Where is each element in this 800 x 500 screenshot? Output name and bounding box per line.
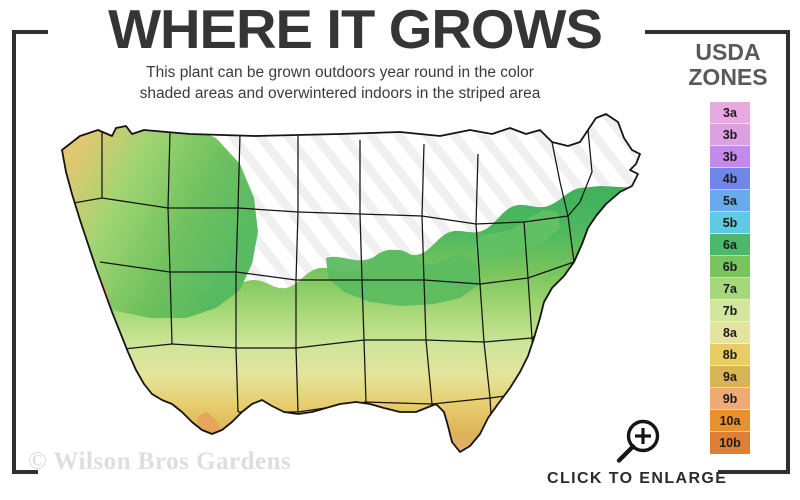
frame-left-segment (12, 30, 16, 474)
country-outline (61, 113, 641, 453)
map-svg (61, 113, 641, 453)
legend-swatch-3b-1: 3b (710, 124, 750, 146)
legend-swatch-7a-8: 7a (710, 278, 750, 300)
watermark: © Wilson Bros Gardens (28, 448, 292, 475)
frame-right-segment (786, 30, 790, 474)
legend-swatch-9a-12: 9a (710, 366, 750, 388)
frame-bottom-left-segment (12, 470, 38, 474)
frame-top-left-segment (12, 30, 48, 34)
legend-swatch-10a-14: 10a (710, 410, 750, 432)
legend-swatch-8a-10: 8a (710, 322, 750, 344)
legend-swatch-6b-7: 6b (710, 256, 750, 278)
legend-title-line-1: USDA (695, 39, 761, 65)
subtitle: This plant can be grown outdoors year ro… (60, 62, 620, 104)
subtitle-line-1: This plant can be grown outdoors year ro… (146, 64, 534, 81)
page-title: WHERE IT GROWS (108, 0, 603, 60)
legend-swatch-5b-5: 5b (710, 212, 750, 234)
legend-swatch-4b-3: 4b (710, 168, 750, 190)
usda-hardiness-map[interactable] (40, 112, 670, 472)
legend-swatch-5a-4: 5a (710, 190, 750, 212)
legend-swatch-3a-0: 3a (710, 102, 750, 124)
legend-title: USDA ZONES (676, 40, 780, 90)
usda-zones-legend: USDA ZONES 3a 3b 3b 4b 5a 5b 6a 6b 7a 7b 8a 8b 9a 9b 1… (676, 40, 780, 454)
legend-swatch-6a-6: 6a (710, 234, 750, 256)
legend-swatch-list: 3a 3b 3b 4b 5a 5b 6a 6b 7a 7b 8a 8b 9a 9b 10a 10b (710, 102, 750, 454)
legend-swatch-8b-11: 8b (710, 344, 750, 366)
legend-swatch-10b-15: 10b (710, 432, 750, 454)
subtitle-line-2: shaded areas and overwintered indoors in… (139, 85, 541, 102)
legend-swatch-9b-13: 9b (710, 388, 750, 410)
frame-top-right-segment (645, 30, 790, 34)
magnifier-plus-icon[interactable] (612, 418, 664, 471)
legend-swatch-3b-2: 3b (710, 146, 750, 168)
legend-title-line-2: ZONES (688, 64, 768, 90)
frame-bottom-right-segment (718, 470, 790, 474)
legend-swatch-7b-9: 7b (710, 300, 750, 322)
click-to-enlarge-label[interactable]: CLICK TO ENLARGE (547, 470, 728, 487)
